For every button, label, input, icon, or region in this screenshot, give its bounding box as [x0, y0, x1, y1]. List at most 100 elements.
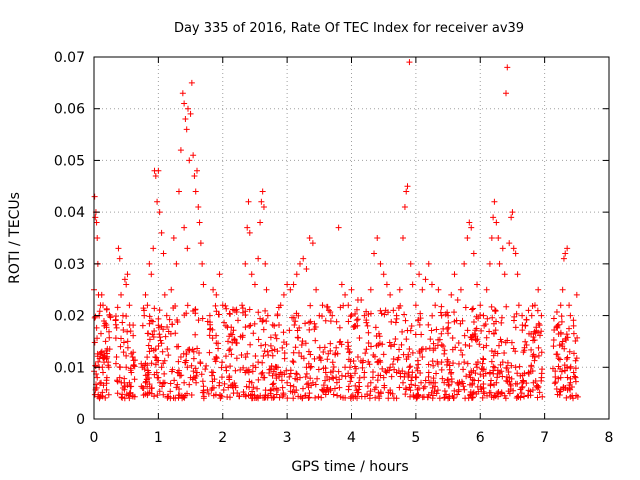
noise-point [327, 318, 334, 325]
data-point [102, 338, 109, 345]
data-point [329, 374, 336, 381]
noise-point [356, 374, 363, 381]
noise-point [459, 317, 466, 324]
noise-point [121, 395, 128, 402]
noise-point [117, 343, 124, 350]
data-point [284, 281, 291, 288]
noise-point [120, 327, 127, 334]
data-point [557, 302, 564, 309]
data-point [342, 364, 349, 371]
noise-point [408, 322, 415, 329]
noise-point [167, 388, 174, 395]
noise-point [352, 382, 359, 389]
noise-point [244, 350, 251, 357]
noise-point [473, 325, 480, 332]
noise-point [351, 370, 358, 377]
noise-point [124, 338, 131, 345]
data-point [438, 359, 445, 366]
noise-point [319, 386, 326, 393]
noise-point [550, 343, 557, 350]
noise-point [124, 344, 131, 351]
noise-point [95, 393, 102, 400]
noise-point [418, 331, 425, 338]
noise-point [94, 350, 101, 357]
noise-point [552, 368, 559, 375]
noise-point [536, 322, 543, 329]
noise-point [131, 363, 138, 370]
data-point [461, 260, 468, 267]
data-point [404, 183, 411, 190]
noise-point [169, 366, 176, 373]
noise-point [352, 310, 359, 317]
noise-point [306, 319, 313, 326]
data-point [457, 286, 464, 293]
noise-point [336, 324, 343, 331]
noise-point [152, 361, 159, 368]
noise-point [428, 327, 435, 334]
noise-point [260, 326, 267, 333]
noise-point [252, 364, 259, 371]
noise-point [226, 347, 233, 354]
noise-point [340, 302, 347, 309]
noise-point [521, 393, 528, 400]
noise-point [311, 326, 318, 333]
noise-point [289, 314, 296, 321]
noise-point [399, 328, 406, 335]
noise-point [426, 345, 433, 352]
data-point [464, 235, 471, 241]
data-point [338, 281, 345, 288]
noise-point [269, 381, 276, 388]
noise-point [441, 394, 448, 401]
noise-point [260, 352, 267, 359]
noise-point [550, 315, 557, 322]
noise-point [359, 359, 366, 366]
noise-point [266, 369, 273, 376]
noise-point [227, 346, 234, 353]
data-point [319, 302, 326, 309]
data-point [428, 281, 435, 288]
noise-point [421, 383, 428, 390]
noise-point [124, 328, 131, 335]
noise-point [114, 377, 121, 384]
data-point [322, 317, 329, 324]
data-point [367, 286, 374, 293]
noise-point [462, 341, 469, 348]
noise-point [510, 345, 517, 352]
noise-point [572, 338, 579, 345]
noise-point [474, 336, 481, 343]
noise-point [292, 344, 299, 351]
noise-point [156, 331, 163, 338]
y-tick-label: 0.01 [54, 360, 85, 376]
data-point [364, 322, 371, 329]
noise-point [194, 345, 201, 352]
noise-point [338, 372, 345, 379]
noise-point [302, 392, 309, 399]
grid-lines [94, 57, 609, 419]
noise-point [103, 380, 110, 387]
noise-point [342, 373, 349, 380]
noise-point [365, 339, 372, 346]
data-point [248, 379, 255, 386]
noise-point [281, 371, 288, 378]
data-point [191, 172, 198, 179]
noise-point [190, 307, 197, 314]
noise-point [401, 370, 408, 377]
noise-point [175, 358, 182, 365]
data-point [98, 379, 105, 386]
noise-point [287, 388, 294, 395]
data-point [351, 322, 358, 329]
noise-point [231, 336, 238, 343]
noise-point [272, 363, 279, 370]
noise-point [563, 355, 570, 362]
noise-point [254, 385, 261, 392]
noise-point [156, 388, 163, 395]
dense-noise-floor [91, 302, 581, 402]
noise-point [347, 358, 354, 365]
noise-point [534, 307, 541, 314]
noise-point [486, 389, 493, 396]
noise-point [514, 393, 521, 400]
noise-point [392, 335, 399, 342]
noise-point [468, 334, 475, 341]
noise-point [131, 376, 138, 383]
noise-point [334, 392, 341, 399]
